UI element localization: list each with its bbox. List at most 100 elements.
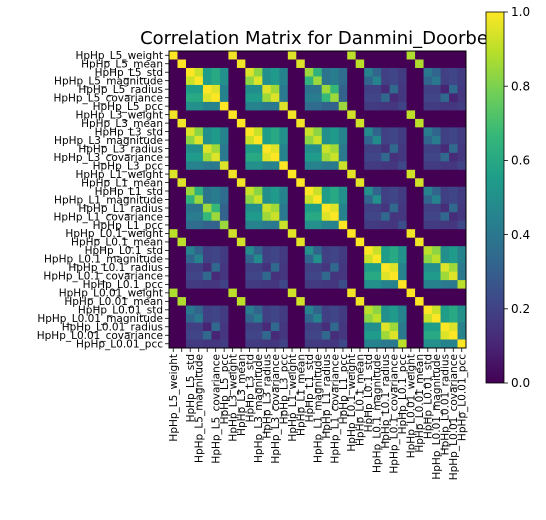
heatmap-cell bbox=[355, 169, 365, 179]
x-tick-label: HpHp_L3_covariance bbox=[270, 354, 282, 464]
heatmap-cell bbox=[432, 220, 441, 230]
heatmap-cell bbox=[432, 59, 441, 69]
heatmap-cell bbox=[304, 322, 314, 332]
y-tick-label: HpHp_L3_mean bbox=[81, 118, 163, 130]
heatmap-cell bbox=[389, 169, 399, 179]
heatmap-cell bbox=[211, 314, 221, 323]
heatmap-cell bbox=[270, 93, 280, 103]
heatmap-cell bbox=[177, 118, 187, 128]
heatmap-cell bbox=[415, 203, 424, 213]
heatmap-cell bbox=[245, 110, 255, 120]
heatmap-cell bbox=[245, 93, 255, 103]
heatmap-cell bbox=[245, 288, 255, 298]
heatmap-cell bbox=[169, 195, 178, 205]
y-tick-label: HpHp_L0.01_pcc bbox=[76, 339, 163, 351]
heatmap-cell bbox=[287, 161, 297, 171]
heatmap-cell bbox=[389, 203, 399, 213]
heatmap-cell bbox=[440, 101, 450, 111]
heatmap-cell bbox=[389, 135, 399, 145]
heatmap-cell bbox=[262, 263, 272, 273]
heatmap-cell bbox=[313, 314, 323, 323]
heatmap-cell bbox=[177, 314, 187, 323]
heatmap-cell bbox=[338, 297, 348, 306]
heatmap-cell bbox=[347, 161, 357, 171]
heatmap-cell bbox=[364, 220, 374, 230]
heatmap-cell bbox=[423, 101, 433, 111]
heatmap-cell bbox=[347, 331, 357, 340]
heatmap-cell bbox=[219, 331, 229, 340]
heatmap-cell bbox=[304, 339, 314, 349]
heatmap-cell bbox=[321, 135, 331, 145]
heatmap-cell bbox=[253, 288, 263, 298]
y-tick-label: HpHp_L5_pcc bbox=[93, 101, 164, 113]
heatmap-cell bbox=[389, 178, 399, 188]
heatmap-cell bbox=[228, 237, 238, 247]
heatmap-cell bbox=[245, 305, 255, 315]
heatmap-cell bbox=[432, 246, 441, 256]
heatmap-cell bbox=[279, 110, 289, 120]
heatmap-cell bbox=[194, 212, 204, 222]
heatmap-cell bbox=[364, 135, 374, 145]
heatmap-cell bbox=[313, 322, 323, 332]
heatmap-cell bbox=[194, 331, 204, 340]
heatmap-cell bbox=[245, 161, 255, 171]
x-tick-label: HpHp_L0.1_mean bbox=[355, 354, 367, 446]
heatmap-cell bbox=[304, 110, 314, 120]
heatmap-cell bbox=[364, 84, 374, 94]
heatmap-cell bbox=[449, 246, 458, 256]
heatmap-cell bbox=[287, 203, 297, 213]
heatmap-cell bbox=[440, 118, 450, 128]
heatmap-cell bbox=[177, 288, 187, 298]
heatmap-cell bbox=[389, 59, 399, 69]
heatmap-cell bbox=[440, 271, 450, 281]
heatmap-cell bbox=[440, 237, 450, 247]
heatmap-cell bbox=[304, 51, 314, 60]
heatmap-cell bbox=[389, 305, 399, 315]
heatmap-cell bbox=[228, 118, 238, 128]
heatmap-cell bbox=[177, 59, 187, 69]
heatmap-cell bbox=[194, 76, 204, 86]
colorbar-tick-label: 0.0 bbox=[511, 376, 530, 390]
heatmap-cell bbox=[194, 93, 204, 103]
heatmap-cell bbox=[372, 237, 382, 247]
heatmap-cell bbox=[415, 322, 424, 332]
heatmap-cell bbox=[296, 297, 306, 306]
heatmap-cell bbox=[262, 144, 272, 154]
heatmap-cell bbox=[236, 220, 246, 230]
heatmap-cell bbox=[321, 339, 331, 349]
heatmap-cell bbox=[432, 212, 441, 222]
x-tick-label: HpHp_L5_covariance bbox=[210, 354, 222, 464]
x-tick-label: HpHp_L0.01_magnitude bbox=[431, 354, 443, 480]
heatmap-cell bbox=[415, 186, 424, 196]
heatmap-cell bbox=[432, 118, 441, 128]
heatmap-cell bbox=[398, 339, 407, 349]
heatmap-cell bbox=[296, 186, 306, 196]
heatmap-cell bbox=[347, 254, 357, 264]
heatmap-cell bbox=[279, 127, 289, 137]
heatmap-cell bbox=[355, 322, 365, 332]
heatmap-cell bbox=[202, 127, 212, 137]
heatmap-cell bbox=[406, 51, 416, 60]
heatmap-cell bbox=[372, 220, 382, 230]
heatmap-cell bbox=[211, 339, 221, 349]
heatmap-cell bbox=[398, 314, 407, 323]
heatmap-cell bbox=[440, 144, 450, 154]
heatmap-cell bbox=[338, 135, 348, 145]
heatmap-cell bbox=[185, 169, 195, 179]
heatmap-cell bbox=[169, 127, 178, 137]
x-tick-label: HpHp_L0.01_mean bbox=[414, 354, 426, 453]
heatmap-cell bbox=[202, 152, 212, 162]
heatmap-cell bbox=[347, 144, 357, 154]
heatmap-cell bbox=[228, 178, 238, 188]
heatmap-cell bbox=[406, 152, 416, 162]
heatmap-cell bbox=[169, 51, 178, 60]
heatmap-cell bbox=[296, 288, 306, 298]
heatmap-cell bbox=[398, 178, 407, 188]
heatmap-cell bbox=[389, 314, 399, 323]
heatmap-cell bbox=[330, 127, 340, 137]
heatmap-cell bbox=[364, 51, 374, 60]
heatmap-cell bbox=[228, 263, 238, 273]
heatmap-cell bbox=[236, 101, 246, 111]
heatmap-cell bbox=[211, 93, 221, 103]
heatmap-cell bbox=[228, 297, 238, 306]
